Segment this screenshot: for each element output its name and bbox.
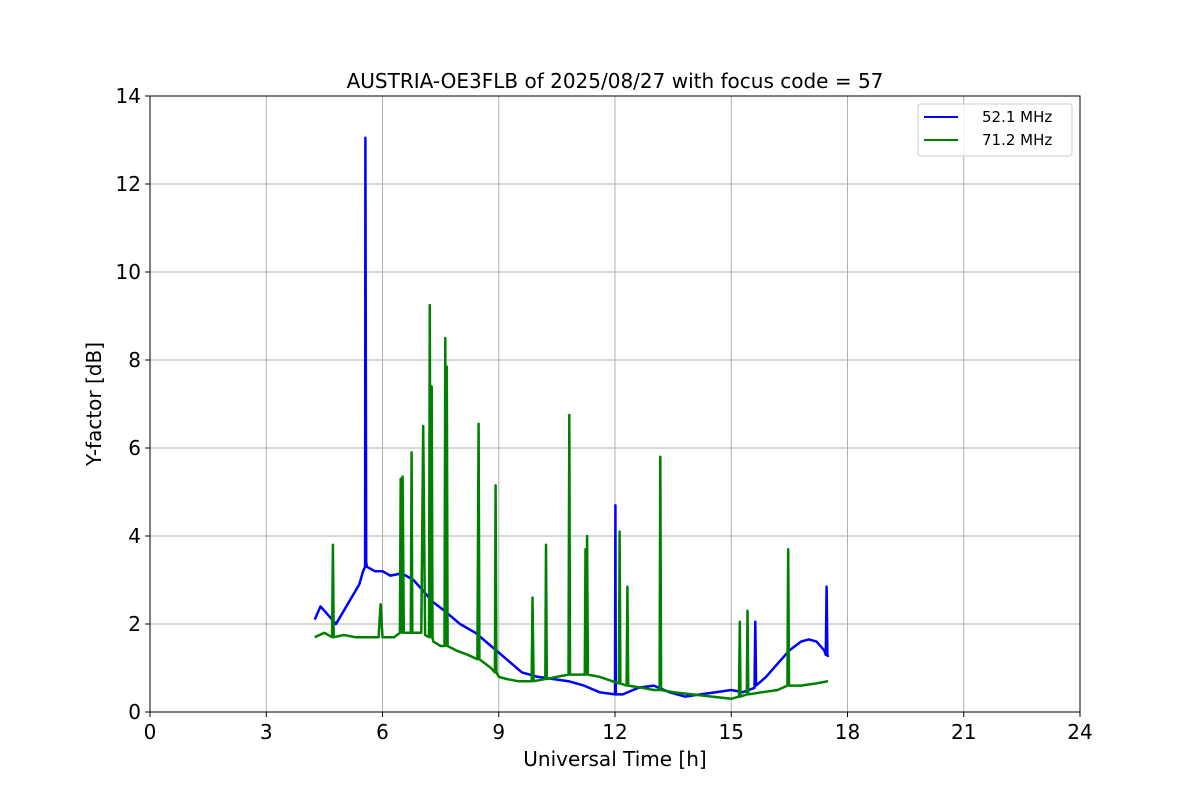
- legend-label: 52.1 MHz: [982, 108, 1052, 126]
- y-axis-label: Y-factor [dB]: [82, 342, 106, 467]
- x-tick-label: 3: [260, 720, 273, 744]
- y-tick-label: 2: [128, 612, 141, 636]
- series-layer: [313, 136, 830, 701]
- y-tick-label: 8: [128, 348, 141, 372]
- y-tick-label: 10: [116, 260, 141, 284]
- series-line-52-1-mhz: [313, 136, 830, 698]
- x-tick-label: 0: [144, 720, 157, 744]
- y-tick-label: 4: [128, 524, 141, 548]
- x-tick-label: 15: [719, 720, 744, 744]
- x-tick-label: 6: [376, 720, 389, 744]
- x-tick-label: 24: [1067, 720, 1092, 744]
- series-line-71-2-mhz: [314, 303, 829, 701]
- x-axis-label: Universal Time [h]: [523, 747, 706, 771]
- x-tick-label: 9: [492, 720, 505, 744]
- y-tick-label: 6: [128, 436, 141, 460]
- x-tick-label: 21: [951, 720, 976, 744]
- y-tick-label: 0: [128, 700, 141, 724]
- chart-title: AUSTRIA-OE3FLB of 2025/08/27 with focus …: [347, 69, 884, 93]
- legend-label: 71.2 MHz: [982, 131, 1052, 149]
- legend: 52.1 MHz 71.2 MHz: [917, 103, 1073, 157]
- x-tick-label: 12: [602, 720, 627, 744]
- y-tick-label: 14: [116, 84, 141, 108]
- y-tick-label: 12: [116, 172, 141, 196]
- x-tick-label: 18: [835, 720, 860, 744]
